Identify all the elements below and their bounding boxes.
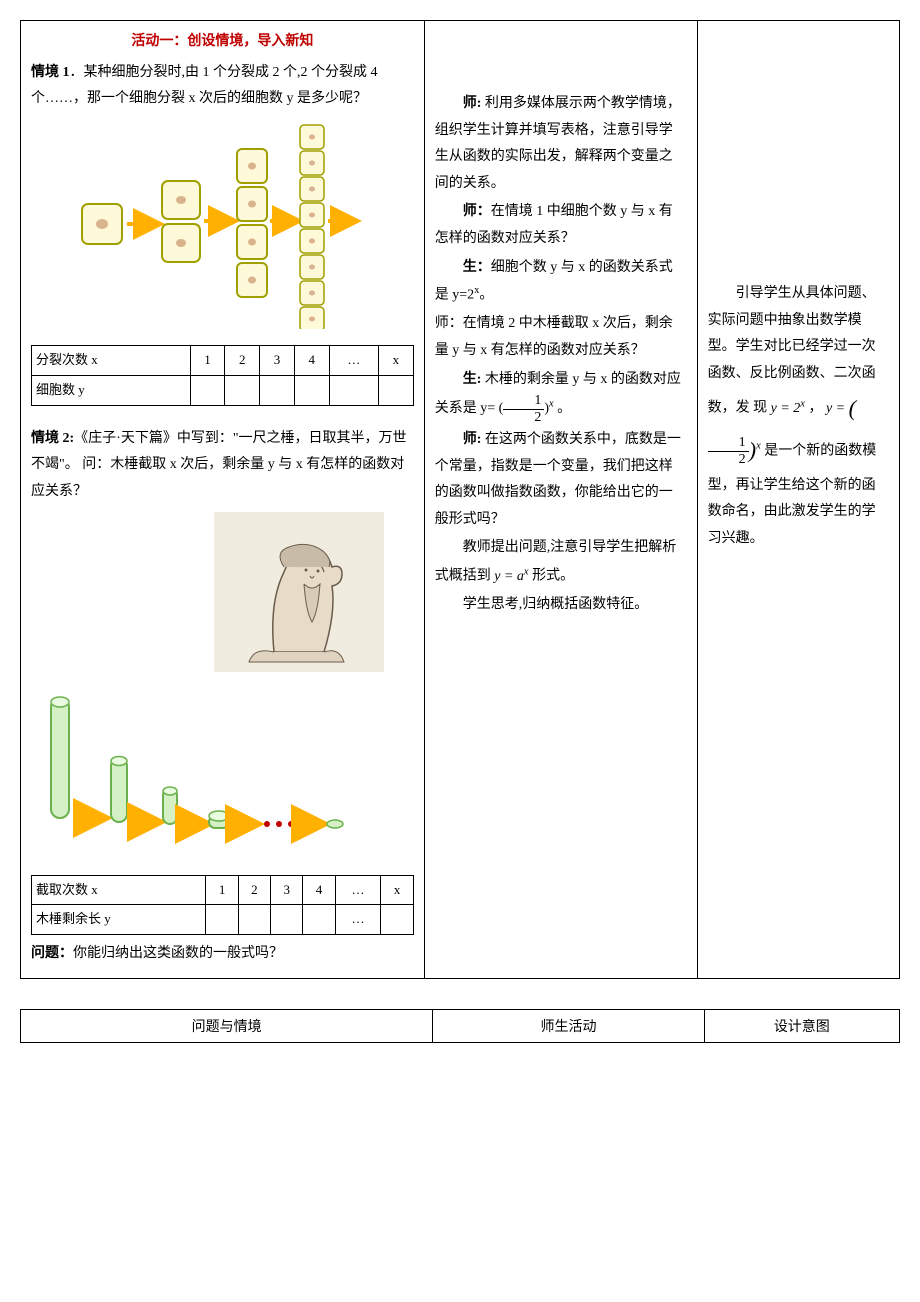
question-label: 问题： [31,946,73,961]
half-fraction-icon: 12 [503,393,544,425]
right-p1: 引导学生从具体问题、实际问题中抽象出数学模型。学生对比已经学过一次函数、反比例函… [708,281,889,552]
scenario2-table: 截取次数 x 1 2 3 4 … x 木棰剩余长 y … [31,875,414,935]
zhuangzi-portrait [31,512,414,683]
right-formula1-prefix: y = 2 [771,401,801,416]
footer-table: 问题与情境 师生活动 设计意图 [20,1009,900,1043]
scenario1: 情境 1．某种细胞分裂时,由 1 个分裂成 2 个,2 个分裂成 4 个……，那… [31,60,414,113]
s2-r2c6 [381,905,413,935]
question: 问题：你能归纳出这类函数的一般式吗？ [31,941,414,968]
s2-r2c5: … [335,905,381,935]
s2-row2-label: 木棰剩余长 y [32,905,206,935]
mid-p7-tail: 形式。 [529,569,575,584]
mid-p3: 生：细胞个数 y 与 x 的函数关系式是 y=2x。 [435,255,687,310]
s1-r1c4: 4 [294,346,329,376]
mid-p8: 学生思考,归纳概括函数特征。 [435,592,687,619]
mid-p7: 教师提出问题,注意引导学生把解析式概括到 y = ax 形式。 [435,535,687,590]
scenario2: 情境 2:《庄子·天下篇》中写到："一尺之棰，日取其半，万世不竭"。 问：木棰截… [31,426,414,506]
s1-r2c5 [329,376,378,406]
footer-col2: 师生活动 [433,1009,704,1042]
footer-col3: 设计意图 [704,1009,899,1042]
s2-r1c6: x [381,875,413,905]
s2-r2c3 [271,905,303,935]
mid-p2-lead: 师： [463,204,491,219]
s1-r1c2: 2 [225,346,260,376]
s1-row2-label: 细胞数 y [32,376,191,406]
mid-p3-text-b: 。 [479,288,493,303]
col-activity: 师: 利用多媒体展示两个教学情境，组织学生计算并填写表格，注意引导学生从函数的实… [424,21,697,979]
scenario1-table: 分裂次数 x 1 2 3 4 … x 细胞数 y [31,345,414,405]
mid-p1-lead: 师: [463,96,482,111]
col-intent: 引导学生从具体问题、实际问题中抽象出数学模型。学生对比已经学过一次函数、反比例函… [697,21,899,979]
right-p1b: ， [805,401,823,416]
question-text: 你能归纳出这类函数的一般式吗？ [73,946,283,961]
s2-r2c4 [303,905,335,935]
col-problem: 活动一：创设情境，导入新知 情境 1．某种细胞分裂时,由 1 个分裂成 2 个,… [21,21,425,979]
s2-r1c2: 2 [238,875,270,905]
s1-r1c1: 1 [190,346,225,376]
s2-r1c3: 3 [271,875,303,905]
mid-p5-lead: 生: [463,372,482,387]
mid-p2: 师：在情境 1 中细胞个数 y 与 x 有怎样的函数对应关系？ [435,199,687,252]
mid-p5-text-b: 。 [554,401,572,416]
scenario2-text: 《庄子·天下篇》中写到："一尺之棰，日取其半，万世不竭"。 问：木棰截取 x 次… [31,431,407,499]
s2-r1c4: 4 [303,875,335,905]
s1-r2c3 [260,376,295,406]
mid-p1: 师: 利用多媒体展示两个教学情境，组织学生计算并填写表格，注意引导学生从函数的实… [435,91,687,197]
mid-p7-formula-prefix: y = a [494,569,524,584]
s2-r1c5: … [335,875,381,905]
s1-r1c6: x [378,346,413,376]
mid-p7-formula: y = ax [494,569,528,584]
scenario2-label: 情境 2: [31,431,74,446]
right-formula1: y = 2x [771,401,805,416]
main-table: 活动一：创设情境，导入新知 情境 1．某种细胞分裂时,由 1 个分裂成 2 个,… [20,20,900,979]
s2-r2c2 [238,905,270,935]
activity-title: 活动一：创设情境，导入新知 [31,29,414,56]
s1-r1c5: … [329,346,378,376]
scenario1-text: ．某种细胞分裂时,由 1 个分裂成 2 个,2 个分裂成 4 个……，那一个细胞… [31,65,378,107]
mid-p4: 师：在情境 2 中木棰截取 x 次后，剩余量 y 与 x 有怎样的函数对应关系？ [435,311,687,364]
mid-p3-lead: 生： [463,260,491,275]
s1-row1-label: 分裂次数 x [32,346,191,376]
s2-row1-label: 截取次数 x [32,875,206,905]
mid-p6-lead: 师: [463,432,482,447]
cell-division-diagram [31,119,414,340]
s1-r1c3: 3 [260,346,295,376]
s1-r2c1 [190,376,225,406]
s2-r2c1 [206,905,238,935]
scenario1-label: 情境 1 [31,65,70,80]
mid-p5: 生: 木棰的剩余量 y 与 x 的函数对应关系是 y= (12)x 。 [435,367,687,425]
s1-r2c6 [378,376,413,406]
s2-r1c1: 1 [206,875,238,905]
s1-r2c2 [225,376,260,406]
mid-p6: 师: 在这两个函数关系中，底数是一个常量，指数是一个变量，我们把这样的函数叫做指… [435,427,687,533]
rod-halving-diagram [31,688,414,869]
footer-col1: 问题与情境 [21,1009,433,1042]
s1-r2c4 [294,376,329,406]
